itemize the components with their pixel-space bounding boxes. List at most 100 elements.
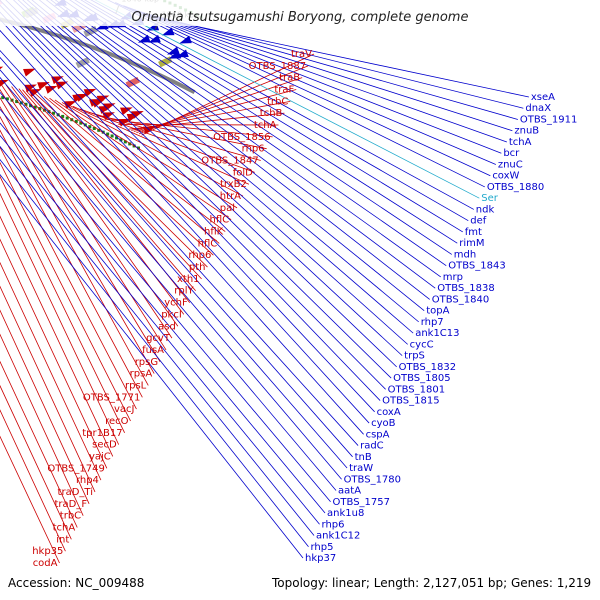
right-leader-line: [0, 56, 353, 458]
left-leader-line: [22, 89, 196, 292]
forward-gene-label: rhp6: [188, 250, 211, 261]
outer-track-dot: [79, 121, 83, 125]
reverse-gene-label: OTBS_1780: [344, 474, 401, 485]
reverse-gene-label: rhp7: [421, 317, 444, 328]
right-leader-line: [107, 0, 485, 188]
forward-gene-label: traV: [291, 49, 312, 60]
reverse-gene-label: OTBS_1880: [487, 182, 544, 193]
forward-gene-glyph: [131, 111, 144, 119]
forward-gene-label: rpsA: [130, 369, 153, 380]
right-leader-line: [0, 134, 320, 525]
left-leader-line: [0, 175, 125, 433]
forward-gene-glyph: [24, 84, 37, 93]
reverse-gene-label: znuB: [514, 126, 539, 137]
forward-gene-label: rpsL: [125, 380, 147, 391]
forward-gene-label: fusA: [142, 345, 164, 356]
left-leader-line: [131, 100, 291, 131]
outer-track-dot: [29, 104, 33, 108]
reverse-gene-label: rhp6: [322, 519, 345, 530]
outer-track-dot: [24, 102, 28, 106]
forward-gene-label: recO: [105, 416, 129, 427]
outer-track-dot: [74, 119, 78, 123]
reverse-gene-label: OTBS_1911: [520, 114, 577, 125]
right-leader-line: [5, 0, 392, 379]
left-leader-line: [97, 115, 267, 150]
reverse-gene-label: xseA: [531, 92, 555, 103]
right-leader-line: [17, 0, 403, 356]
forward-gene-label: folD: [233, 167, 253, 178]
left-leader-line: [34, 93, 214, 256]
forward-gene-glyph: [0, 79, 9, 88]
outer-track-dot: [33, 105, 37, 109]
left-leader-line: [79, 108, 255, 173]
forward-gene-label: traD_Ti: [58, 487, 93, 498]
reverse-gene-label: ank1u8: [327, 508, 364, 519]
right-leader-line: [0, 91, 337, 491]
right-leader-line: [0, 108, 331, 503]
gene-labels: traVOTBS_1887traBtraFtrbCtchBtchAOTBS_18…: [32, 49, 577, 569]
outer-track-dot: [61, 114, 65, 118]
right-leader-line: [0, 49, 359, 446]
forward-gene-label: OTBS_1887: [249, 61, 306, 72]
left-leader-line: [25, 90, 202, 280]
left-leader-line: [0, 309, 90, 504]
forward-gene-label: pal: [220, 203, 235, 214]
forward-gene-label: asd: [158, 321, 176, 332]
reverse-gene-label: coxA: [377, 407, 401, 418]
reverse-gene-label: cyoB: [371, 418, 396, 429]
left-leader-line: [0, 238, 108, 469]
forward-gene-label: int: [56, 534, 69, 545]
reverse-gene-label: aatA: [338, 486, 361, 497]
right-leader-line: [125, 5, 502, 154]
reverse-gene-label: coxW: [492, 171, 519, 182]
right-leader-line: [0, 0, 386, 390]
backbone-arc: [0, 17, 196, 94]
forward-gene-label: trbC: [60, 511, 81, 522]
reverse-gene-label: dnaX: [525, 103, 551, 114]
right-leader-line: [0, 122, 326, 514]
left-leader-line: [0, 384, 72, 540]
reverse-gene-glyph: [179, 35, 192, 44]
forward-gene-label: xth1: [177, 274, 200, 285]
right-leader-line: [0, 18, 370, 424]
reverse-gene-label: mrp: [443, 272, 463, 283]
outer-track-dot: [88, 125, 92, 129]
right-leader-line: [0, 4, 381, 401]
outer-track-dot: [128, 142, 132, 146]
reverse-gene-label: cycC: [410, 339, 434, 350]
left-leader-line: [0, 146, 137, 410]
right-leader-line: [0, 29, 364, 435]
right-leader-line: [0, 76, 342, 480]
right-leader-line: [0, 145, 315, 536]
right-leader-line: [0, 11, 375, 413]
outer-track-dot: [115, 136, 119, 140]
left-leader-line: [0, 360, 78, 528]
genome-backbone: [0, 17, 196, 94]
forward-gene-label: trbC: [267, 96, 288, 107]
outer-track-dot: [65, 116, 69, 120]
reverse-gene-label: mdh: [454, 249, 476, 260]
forward-gene-label: traB: [279, 73, 300, 84]
outer-track-dot: [1, 96, 5, 100]
reverse-gene-label: bcr: [503, 148, 520, 159]
accession-label: Accession: NC_009488: [8, 576, 144, 590]
right-leader-line: [151, 16, 529, 98]
reverse-gene-label: ank1C12: [316, 531, 360, 542]
outer-track-dot: [92, 126, 96, 130]
forward-gene-label: OTBS_1847: [201, 156, 258, 167]
genome-title: Orientia tsutsugamushi Boryong, complete…: [132, 10, 469, 25]
outer-track-dot: [119, 138, 123, 142]
outer-track-dot: [38, 107, 42, 111]
left-leader-line: [0, 215, 114, 457]
forward-gene-glyph: [102, 103, 116, 112]
gene-block: [125, 76, 140, 88]
forward-gene-label: tchA: [254, 120, 277, 131]
right-leader-line: [137, 10, 518, 120]
reverse-gene-label: OTBS_1757: [333, 497, 390, 508]
reverse-gene-label: OTBS_1832: [399, 362, 456, 373]
forward-gene-label: traF: [274, 85, 294, 96]
outer-track-dot: [106, 132, 110, 136]
forward-gene-glyph: [96, 95, 110, 104]
reverse-gene-label: trpS: [404, 351, 425, 362]
